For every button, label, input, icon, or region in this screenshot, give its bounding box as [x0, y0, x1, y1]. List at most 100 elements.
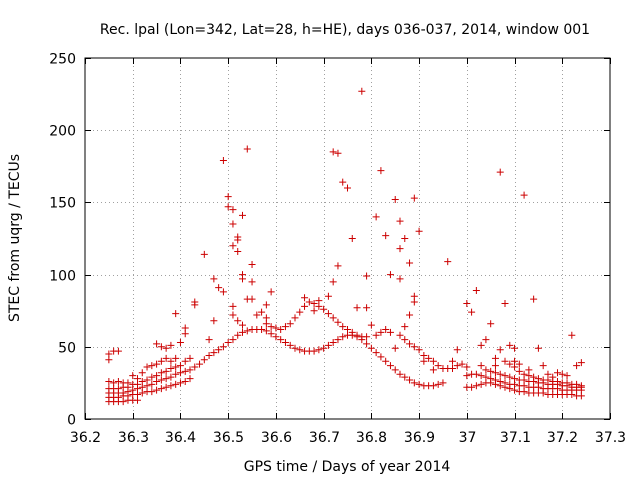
data-point: [334, 149, 342, 157]
data-point: [167, 341, 175, 349]
data-point: [453, 346, 461, 354]
data-point: [324, 310, 332, 318]
data-point: [511, 363, 519, 371]
data-point: [153, 377, 161, 385]
data-point: [568, 331, 576, 339]
data-point: [491, 369, 499, 377]
data-point: [487, 379, 495, 387]
data-point: [534, 344, 542, 352]
data-point: [530, 373, 538, 381]
data-point: [544, 376, 552, 384]
data-point: [429, 357, 437, 365]
data-point: [234, 233, 242, 241]
data-point: [339, 333, 347, 341]
data-point: [496, 346, 504, 354]
data-point: [162, 344, 170, 352]
data-point: [496, 370, 504, 378]
data-point: [234, 247, 242, 255]
data-point: [434, 380, 442, 388]
data-point: [157, 343, 165, 351]
data-point: [320, 344, 328, 352]
x-tick-label: 36.9: [404, 430, 435, 446]
data-point: [229, 311, 237, 319]
data-point: [176, 362, 184, 370]
data-point: [239, 328, 246, 336]
data-point: [391, 344, 399, 352]
data-point: [444, 258, 452, 266]
data-point: [367, 344, 375, 352]
data-point: [153, 340, 161, 348]
data-point: [573, 380, 581, 388]
data-point: [391, 196, 399, 204]
data-point: [267, 288, 275, 296]
x-tick-label: 36.5: [213, 430, 244, 446]
data-point: [396, 370, 404, 378]
data-point: [477, 341, 485, 349]
data-point: [167, 357, 175, 365]
data-point: [401, 373, 409, 381]
data-point: [511, 386, 519, 394]
data-point: [420, 357, 428, 365]
data-point: [176, 338, 184, 346]
data-point: [148, 380, 156, 388]
data-point: [324, 292, 332, 300]
data-point: [563, 379, 571, 387]
data-point: [162, 354, 170, 362]
data-point: [134, 396, 141, 404]
data-point: [377, 328, 385, 336]
data-point: [301, 294, 309, 302]
data-point: [353, 304, 361, 312]
x-tick-label: 37: [459, 430, 477, 446]
data-point: [401, 235, 409, 242]
data-point: [286, 341, 294, 349]
data-point: [339, 323, 347, 331]
data-point: [363, 304, 371, 312]
data-point: [573, 362, 581, 370]
x-tick-label: 36.3: [118, 430, 149, 446]
y-tick-labels: 0 50 100 150 200 250: [49, 52, 76, 429]
data-point: [172, 310, 180, 318]
data-point: [577, 392, 585, 400]
data-point: [358, 87, 366, 95]
data-point: [382, 232, 390, 240]
data-point: [172, 363, 180, 371]
data-point: [310, 347, 318, 355]
data-point: [377, 167, 385, 175]
data-point: [167, 382, 175, 390]
data-point: [200, 356, 208, 364]
data-point: [176, 379, 184, 387]
data-point: [210, 349, 218, 357]
data-point: [530, 295, 538, 303]
data-point: [281, 323, 289, 331]
data-point: [186, 366, 194, 374]
data-point: [382, 357, 390, 365]
data-point: [334, 262, 342, 270]
data-point: [143, 363, 151, 371]
data-point: [215, 284, 223, 292]
data-point: [410, 194, 418, 202]
data-point: [554, 377, 561, 385]
data-point: [181, 324, 189, 332]
data-point: [167, 373, 175, 381]
data-point: [429, 382, 437, 390]
grid: [85, 58, 610, 419]
data-point: [186, 375, 194, 383]
data-point: [372, 213, 380, 221]
data-point: [334, 318, 342, 326]
data-point: [153, 360, 161, 368]
data-point: [305, 298, 313, 306]
data-point: [310, 299, 318, 307]
data-point: [339, 178, 347, 186]
data-point: [539, 389, 547, 397]
data-point: [415, 346, 423, 354]
data-point: [382, 325, 390, 333]
data-point: [277, 336, 285, 344]
data-point: [329, 314, 337, 322]
y-tick-label: 100: [49, 269, 76, 285]
axis-ticks: [85, 58, 611, 420]
data-point: [162, 383, 170, 391]
data-point: [487, 367, 495, 375]
data-point: [114, 377, 122, 385]
data-point: [511, 375, 519, 383]
data-point: [153, 386, 161, 394]
